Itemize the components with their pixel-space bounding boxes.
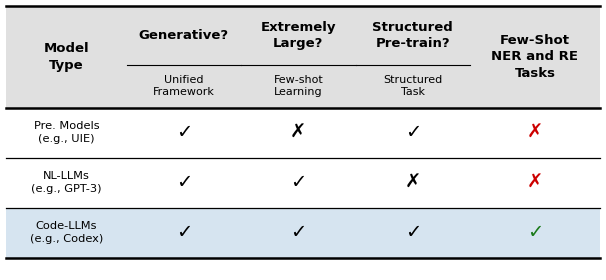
Text: Pre. Models
(e.g., UIE): Pre. Models (e.g., UIE) bbox=[33, 121, 99, 144]
Text: Structured
Task: Structured Task bbox=[383, 75, 442, 97]
Text: Extremely
Large?: Extremely Large? bbox=[261, 21, 336, 50]
Text: ✗: ✗ bbox=[290, 123, 307, 142]
Text: Code-LLMs
(e.g., Codex): Code-LLMs (e.g., Codex) bbox=[30, 221, 103, 244]
Text: ✓: ✓ bbox=[405, 223, 421, 242]
Text: Model
Type: Model Type bbox=[44, 42, 89, 72]
Text: ✓: ✓ bbox=[405, 123, 421, 142]
Text: ✓: ✓ bbox=[290, 173, 307, 192]
Text: ✓: ✓ bbox=[290, 223, 307, 242]
Text: ✗: ✗ bbox=[405, 173, 421, 192]
Text: Unified
Framework: Unified Framework bbox=[153, 75, 215, 97]
Text: ✓: ✓ bbox=[176, 223, 192, 242]
Text: Structured
Pre-train?: Structured Pre-train? bbox=[373, 21, 453, 50]
FancyBboxPatch shape bbox=[6, 6, 600, 108]
Text: NL-LLMs
(e.g., GPT-3): NL-LLMs (e.g., GPT-3) bbox=[31, 171, 102, 194]
Text: Few-shot
Learning: Few-shot Learning bbox=[273, 75, 323, 97]
Text: ✓: ✓ bbox=[176, 123, 192, 142]
Text: Few-Shot
NER and RE
Tasks: Few-Shot NER and RE Tasks bbox=[491, 34, 579, 80]
Text: ✗: ✗ bbox=[527, 123, 543, 142]
Text: ✓: ✓ bbox=[176, 173, 192, 192]
Text: Generative?: Generative? bbox=[139, 29, 229, 42]
Text: ✗: ✗ bbox=[527, 173, 543, 192]
Text: ✓: ✓ bbox=[527, 223, 543, 242]
FancyBboxPatch shape bbox=[6, 208, 600, 258]
